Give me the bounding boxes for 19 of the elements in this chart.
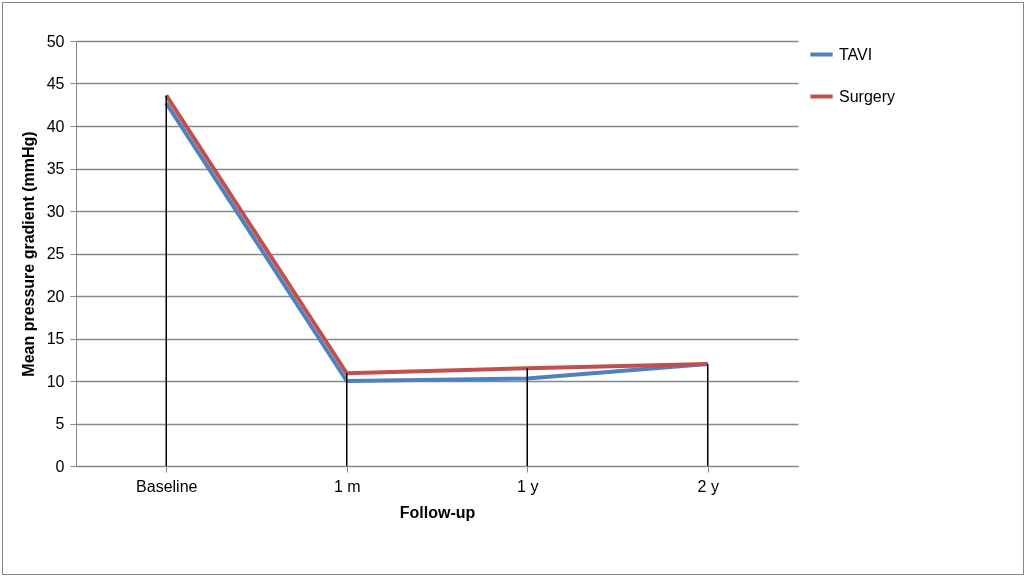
y-axis-title: Mean pressure gradient (mmHg)	[19, 131, 37, 377]
x-tick-label: Baseline	[136, 477, 198, 495]
y-tick-label: 35	[46, 160, 65, 177]
x-tick-label: 1 m	[333, 477, 361, 495]
y-tick-label: 10	[46, 372, 65, 390]
y-tick-label: 40	[46, 117, 65, 135]
legend-label: Surgery	[839, 87, 896, 105]
y-tick-label: 50	[46, 32, 65, 50]
y-tick-label: 5	[55, 415, 65, 432]
y-tick-label: 30	[46, 202, 65, 220]
y-tick-label: 25	[46, 245, 65, 262]
y-tick-label: 0	[55, 457, 65, 475]
y-tick-label: 15	[46, 330, 65, 347]
legend-label: TAVI	[839, 45, 873, 63]
x-tick-label: 2 y	[697, 477, 719, 495]
x-axis-title: Follow-up	[399, 503, 476, 521]
y-tick-label: 45	[46, 75, 65, 92]
x-tick-label: 1 y	[517, 477, 539, 495]
y-tick-label: 20	[46, 287, 65, 305]
